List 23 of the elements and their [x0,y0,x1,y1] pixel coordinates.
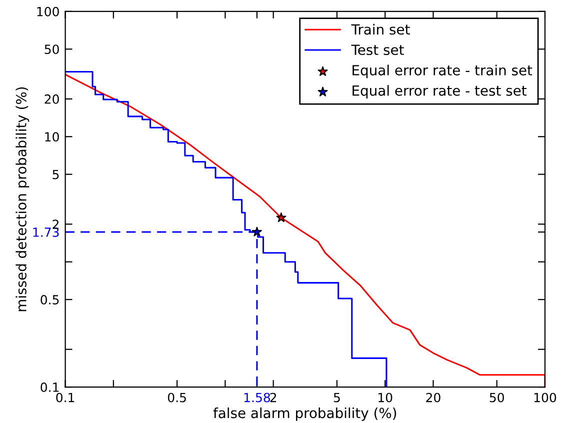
x-axis-title: false alarm probability (%) [213,407,396,421]
legend-label: Test set [351,44,404,56]
x-tick-label: 1.58 [244,392,270,402]
y-tick-label: 2 [52,220,58,229]
y-tick-label: 50 [44,44,59,54]
legend-label: Equal error rate - test set [352,85,526,99]
y-tick-label: 1.73 [33,228,59,237]
y-tick-label: 20 [44,94,59,104]
x-tick-label: 50 [490,392,504,402]
x-tick-label: 100 [534,392,556,402]
y-tick-label: 0.1 [40,382,59,392]
y-tick-label: 100 [37,6,59,16]
x-tick-label: 10 [378,392,392,402]
x-tick-label: 5 [334,392,340,402]
x-tick-label: 2 [270,392,276,402]
legend-label: Equal error rate - train set [352,64,532,78]
x-tick-label: 0.5 [168,392,186,402]
legend-label: Train set [351,24,410,35]
y-axis-title: missed detection probability (%) [16,87,30,312]
y-tick-label: 5 [52,170,59,180]
y-tick-label: 10 [45,132,59,142]
y-tick-label: 0.5 [40,295,59,304]
x-tick-label: 20 [426,392,440,402]
